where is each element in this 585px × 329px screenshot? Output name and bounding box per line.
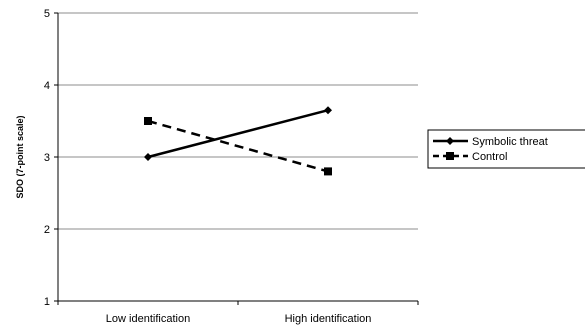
series-2 — [144, 117, 332, 176]
x-tick-labels: Low identification High identification — [106, 313, 372, 325]
data-point — [324, 167, 332, 176]
series-line — [147, 108, 329, 159]
data-point — [144, 153, 152, 161]
y-tick-label: 3 — [44, 152, 50, 164]
y-tick-label: 5 — [44, 8, 50, 20]
series-group — [144, 106, 332, 176]
legend-marker — [446, 137, 454, 145]
y-axis-label: SDO (7-point scale) — [15, 115, 25, 198]
series-1 — [144, 106, 332, 161]
data-point — [324, 106, 332, 115]
axes — [54, 12, 419, 305]
x-tick-label: High identification — [285, 313, 372, 325]
series-line — [147, 119, 329, 173]
y-tick-labels: 1 2 3 4 5 — [44, 8, 50, 308]
data-point — [144, 117, 152, 125]
y-tick-label: 4 — [44, 80, 50, 92]
x-tick-label: Low identification — [106, 313, 190, 325]
legend-label: Control — [472, 151, 507, 163]
gridlines — [58, 12, 418, 230]
y-tick-label: 2 — [44, 224, 50, 236]
legend-box — [427, 129, 585, 169]
legend-marker — [446, 152, 454, 160]
legend-label: Symbolic threat — [472, 136, 548, 148]
y-tick-label: 1 — [44, 296, 50, 308]
legend: Symbolic threat Control — [427, 129, 585, 169]
